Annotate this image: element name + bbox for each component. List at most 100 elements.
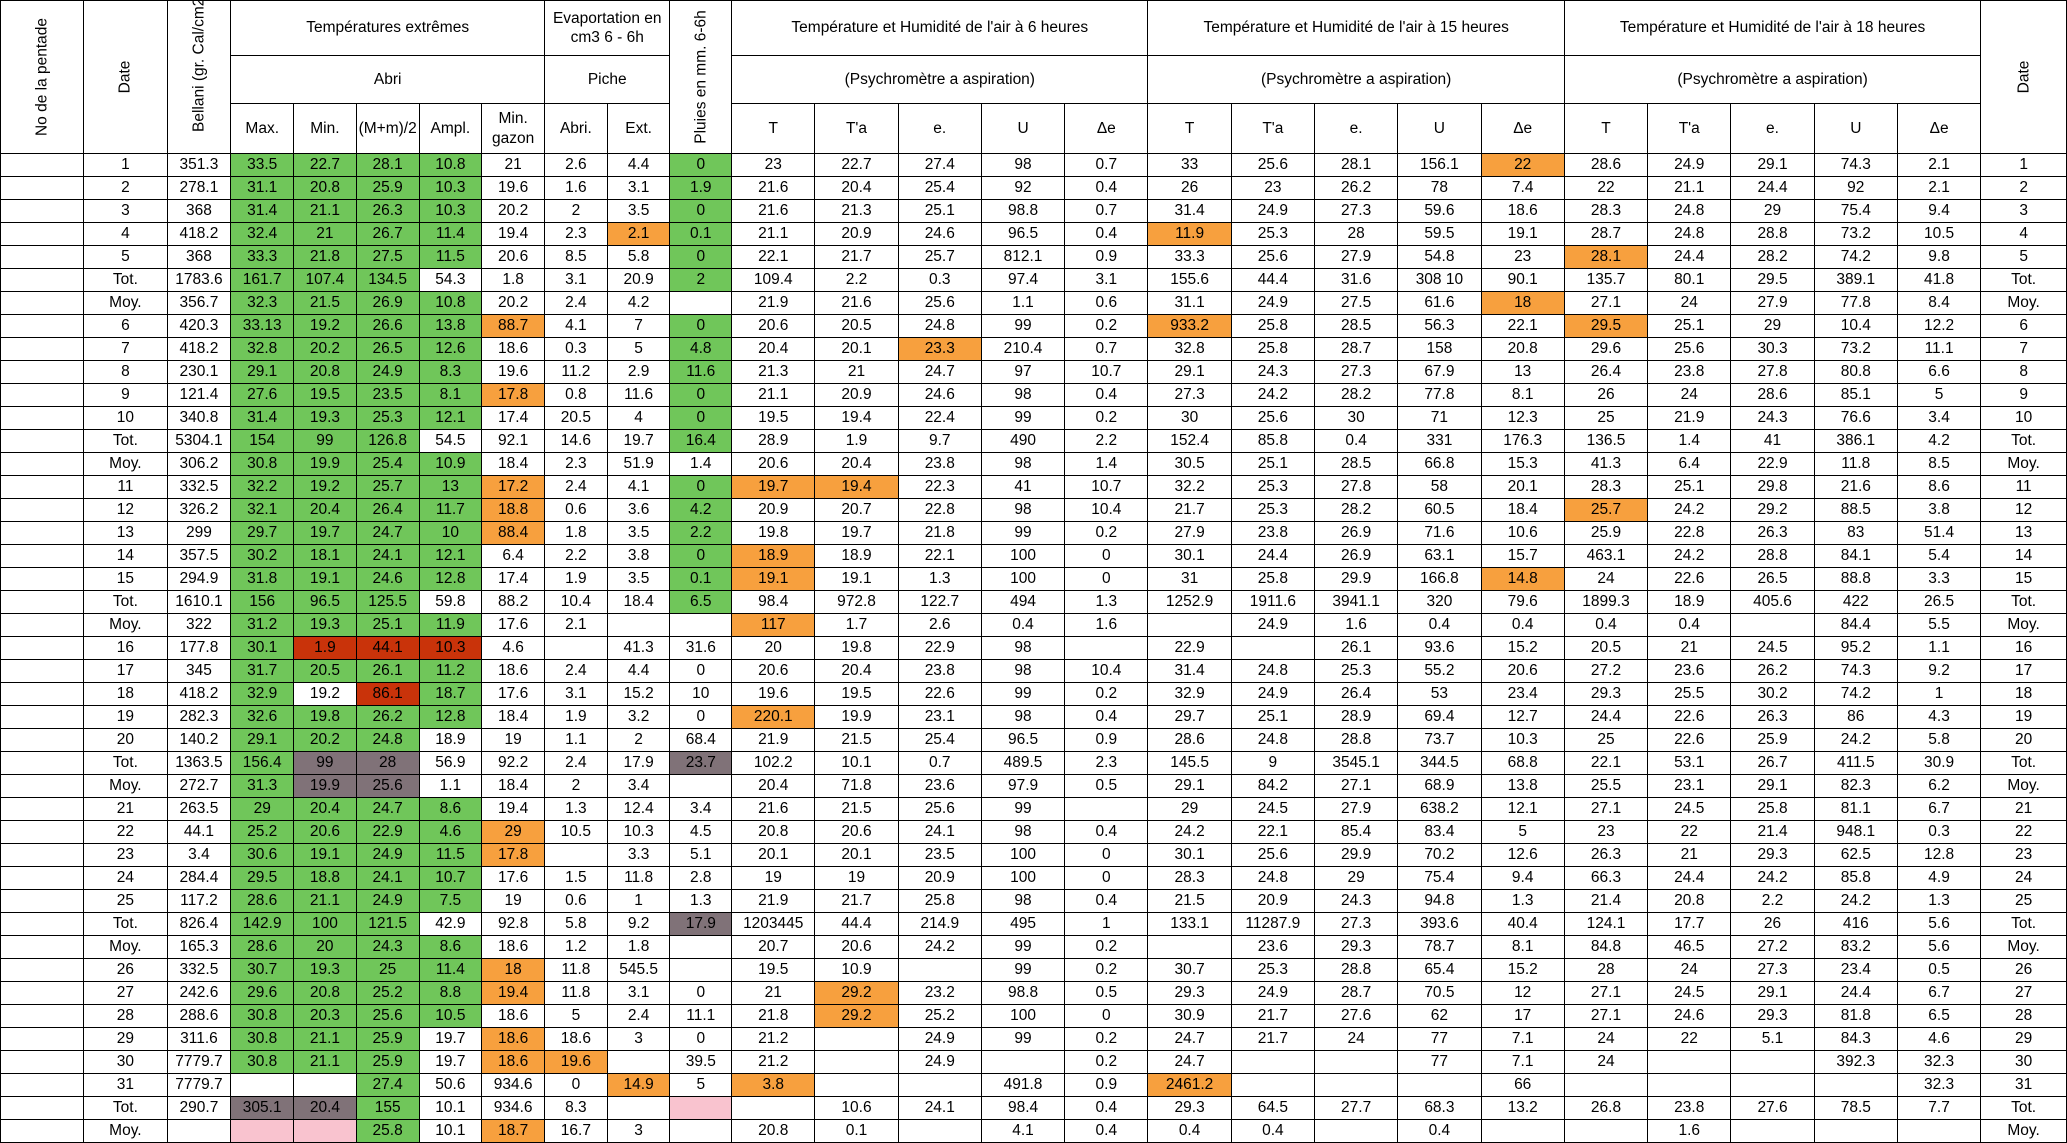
header-psychro-15h: (Psychromètre a aspiration) [1147,55,1565,104]
table-cell: 99 [980,1027,1066,1051]
table-cell: 27.3 [1730,958,1815,982]
table-cell: 20.5 [814,314,899,338]
table-cell: 21 [83,797,168,821]
table-cell: 8.6 [1896,475,1982,499]
pentade-cell [0,1096,85,1120]
col-t-15h: T [1147,103,1232,154]
table-cell: 18 [1980,682,2067,706]
table-cell: 826.4 [166,912,232,936]
table-cell [1397,1073,1482,1097]
pentade-cell [0,360,85,384]
table-cell: 294.9 [166,567,232,591]
table-cell: 32.3 [1896,1050,1982,1074]
table-cell: 19.4 [481,797,546,821]
header-psychro-18h: (Psychromètre a aspiration) [1563,55,1982,104]
table-cell: 99 [980,521,1066,545]
table-cell: 25.6 [1647,337,1732,361]
table-cell: 22.6 [1647,728,1732,752]
table-cell: 1.6 [1647,1119,1732,1143]
table-cell: 98 [980,153,1066,177]
table-cell: 25.8 [1230,337,1316,361]
table-cell: Tot. [1980,590,2067,614]
table-cell: 15.2 [1480,636,1565,660]
table-cell: 2.2 [669,521,733,545]
table-cell: 30.1 [1147,843,1232,867]
table-cell: 24.9 [1647,153,1732,177]
table-cell: 53 [1397,682,1482,706]
table-cell: 20.7 [731,935,816,959]
table-cell: 85.8 [1230,429,1316,453]
table-cell: 6.7 [1896,981,1982,1005]
table-cell: 28.8 [1730,544,1815,568]
table-cell: 10.6 [1480,521,1565,545]
table-cell: 21.6 [814,291,899,315]
table-row: Tot. 1783.6 161.7 107.4 134.5 54.3 1.8 3.1 20.9 2… [0,268,2067,292]
table-cell: 23.5 [897,843,982,867]
table-cell: 126.8 [355,429,420,453]
table-cell: 2.2 [1064,429,1149,453]
table-cell [1730,1050,1815,1074]
table-cell: 24.3 [1730,406,1815,430]
table-cell: 1252.9 [1147,590,1232,614]
table-cell: 26 [83,958,168,982]
table-cell: 27.5 [1313,291,1399,315]
table-cell: 10.9 [418,452,483,476]
table-cell: 21 [731,981,816,1005]
col-min-gazon: Min. gazon [481,103,546,154]
table-cell: 18.8 [481,498,546,522]
table-row: Moy. 322 31.2 19.3 25.1 11.9 17.6 2.1 117 1.7 2.6 0… [0,613,2067,637]
table-cell: 1911.6 [1230,590,1316,614]
table-cell: 5.8 [606,245,671,269]
table-cell: 29.2 [814,1004,899,1028]
table-cell: 10.7 [1064,360,1149,384]
table-cell: 84.8 [1563,935,1649,959]
table-cell: 31.2 [230,613,295,637]
table-cell: 27.8 [1730,360,1815,384]
table-cell: 20 [293,935,357,959]
table-cell: 26.9 [1313,544,1399,568]
table-cell: 124.1 [1563,912,1649,936]
table-cell: 3.3 [606,843,671,867]
table-cell: 10.1 [814,751,899,775]
table-cell: 24.9 [355,360,420,384]
table-cell: 24.9 [1230,682,1316,706]
table-cell: 10.3 [418,199,483,223]
table-cell: 24 [1980,866,2067,890]
table-cell: 11 [83,475,168,499]
table-cell: 71 [1397,406,1482,430]
table-cell: 21.8 [293,245,357,269]
table-cell: 934.6 [481,1073,546,1097]
table-cell: 27.9 [1730,291,1815,315]
table-cell: 24.4 [1563,705,1649,729]
table-cell: 10 [1980,406,2067,430]
table-cell: 2.4 [544,475,608,499]
table-cell: 19.1 [1480,222,1565,246]
table-cell: 21.2 [731,1027,816,1051]
table-cell: 7 [1980,337,2067,361]
table-cell: 13 [1480,360,1565,384]
table-cell: 8 [83,360,168,384]
table-cell: 1 [1064,912,1149,936]
table-cell: 0.4 [1064,1096,1149,1120]
table-cell: 0 [1064,866,1149,890]
table-cell: 97 [980,360,1066,384]
table-cell: 20.4 [814,452,899,476]
table-cell: 19.8 [731,521,816,545]
col-mean: (M+m)/2 [355,103,420,154]
table-cell [1313,1073,1399,1097]
table-cell: 24.8 [897,314,982,338]
table-cell: 27.3 [1313,199,1399,223]
pentade-cell [0,1073,85,1097]
pentade-cell [0,774,85,798]
pentade-cell [0,843,85,867]
table-cell: 13.2 [1480,1096,1565,1120]
table-cell: 19.5 [731,958,816,982]
table-cell: 290.7 [166,1096,232,1120]
table-cell: 54.5 [418,429,483,453]
table-cell: 29.2 [1730,498,1815,522]
table-cell: 19.5 [814,682,899,706]
table-cell: 99 [293,751,357,775]
table-cell: 19.8 [814,636,899,660]
table-cell: 305.1 [230,1096,295,1120]
table-cell: 19.2 [293,314,357,338]
